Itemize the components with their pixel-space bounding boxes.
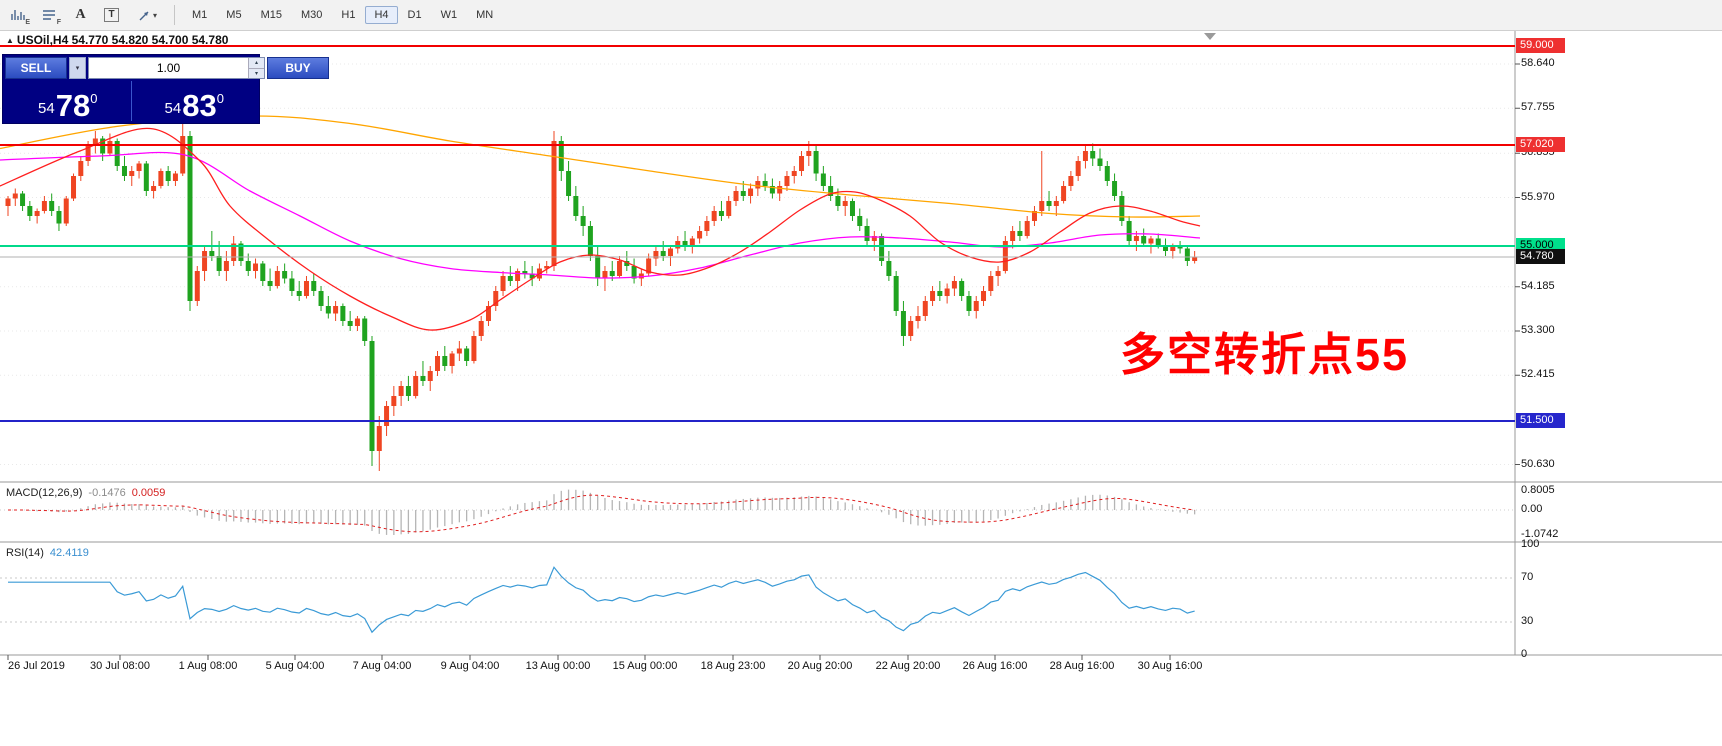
sell-price-big: 78 [55, 88, 91, 124]
chevron-down-icon: ▾ [75, 65, 80, 72]
buy-price-big: 83 [182, 88, 217, 124]
timeframe-d1-button[interactable]: D1 [407, 9, 422, 21]
volume-step-down-button[interactable]: ▾ [249, 68, 264, 78]
timeframe-h1-button[interactable]: H1 [341, 9, 356, 21]
timeframe-mn-button[interactable]: MN [476, 9, 494, 21]
text-label-icon: A [75, 7, 86, 22]
timeframe-m5-button[interactable]: M5 [226, 9, 242, 21]
volume-step-up-button[interactable]: ▴ [249, 58, 264, 69]
arrow-draw-icon [139, 11, 149, 20]
buy-button[interactable]: BUY [267, 57, 329, 79]
sell-price-display: 54 78 0 [5, 81, 131, 121]
volume-input[interactable] [89, 58, 248, 78]
tool-sub-label: F [56, 19, 61, 26]
sell-price-sup: 0 [90, 91, 98, 106]
timeframe-group: M1 M5 M15 M30 H1 H4 D1 W1 MN [183, 6, 502, 24]
chevron-down-icon: ▾ [152, 10, 157, 20]
chart-shift-marker [1204, 33, 1216, 40]
lines-list-icon [43, 9, 55, 20]
indicator-list-tool-button[interactable]: F [35, 2, 64, 28]
ma-slow [0, 115, 1201, 218]
volume-stepper: ▴ ▾ [248, 58, 264, 78]
sell-button[interactable]: SELL [5, 57, 67, 79]
volume-dropdown-button[interactable]: ▾ [69, 57, 86, 79]
chart-objects-tool-button[interactable]: E [4, 2, 33, 28]
price-divider [130, 81, 132, 121]
one-click-trade-panel: SELL ▾ ▴ ▾ BUY 54 78 0 54 83 0 [2, 54, 329, 124]
text-label-tool-button[interactable]: A [66, 2, 95, 28]
timeframe-m15-button[interactable]: M15 [260, 9, 282, 21]
ma-fast [0, 127, 1201, 331]
toolbar-separator [174, 5, 175, 25]
toolbar: E F A T ▾ M1 M5 M15 M30 H1 H4 D1 W1 MN [0, 0, 1722, 31]
arrow-objects-tool-button[interactable]: ▾ [128, 2, 166, 28]
sell-price-head: 54 [38, 100, 55, 117]
timeframe-m1-button[interactable]: M1 [192, 9, 208, 21]
text-box-tool-button[interactable]: T [97, 2, 126, 28]
text-box-icon: T [104, 8, 119, 22]
timeframe-m30-button[interactable]: M30 [300, 9, 323, 21]
bar-chart-icon [11, 9, 25, 20]
timeframe-w1-button[interactable]: W1 [440, 9, 458, 21]
timeframe-h4-button[interactable]: H4 [365, 6, 398, 24]
buy-price-sup: 0 [216, 91, 224, 106]
tool-sub-label: E [25, 19, 30, 26]
buy-price-display: 54 83 0 [132, 81, 258, 121]
buy-price-head: 54 [164, 100, 182, 117]
